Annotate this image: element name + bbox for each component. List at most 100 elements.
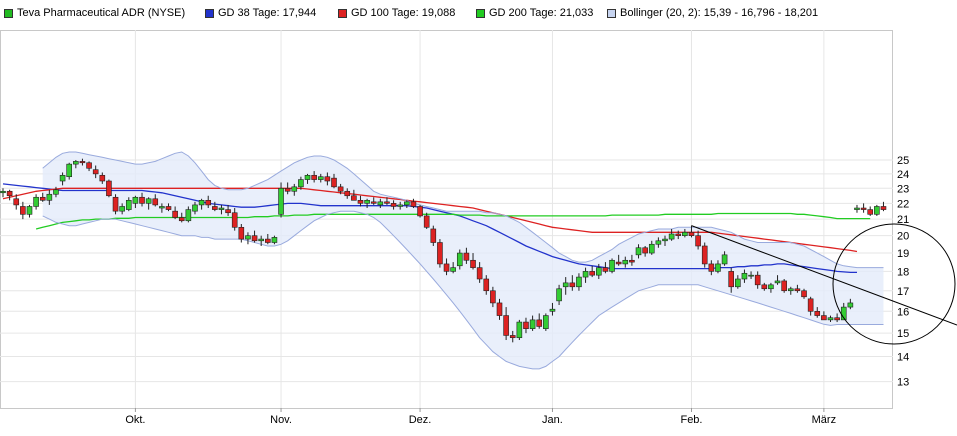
candle-body <box>642 247 648 254</box>
candle-body <box>821 315 827 321</box>
candle-body <box>324 176 331 182</box>
candle-body <box>701 245 708 265</box>
candle-body <box>238 227 245 240</box>
candle-body <box>569 282 576 288</box>
candle-body <box>682 231 688 236</box>
x-tick-label: Jan. <box>542 414 563 426</box>
candle-body <box>576 276 582 288</box>
candle-body <box>384 201 390 204</box>
candle-body <box>404 201 410 206</box>
candle-body <box>867 209 874 215</box>
candle-body <box>456 252 463 267</box>
legend-label-gd38: GD 38 Tage: 17,944 <box>218 7 317 19</box>
candle-body <box>509 335 516 339</box>
candle-body <box>695 235 701 247</box>
y-tick-label: 13 <box>897 377 909 389</box>
candle-body <box>145 198 152 204</box>
candle-body <box>92 169 99 175</box>
candle-body <box>370 201 377 204</box>
candle-body <box>159 206 165 209</box>
candle-body <box>595 267 602 276</box>
candle-body <box>351 195 357 201</box>
candle-body <box>854 207 860 210</box>
candle-body <box>503 315 509 336</box>
candle-body <box>357 200 364 204</box>
candle-body <box>801 290 807 298</box>
candle-body <box>794 288 801 292</box>
series-line-1 <box>2 187 858 253</box>
candle-body <box>629 259 635 263</box>
candle-body <box>582 271 589 278</box>
candle-body <box>258 238 264 242</box>
candle-body <box>231 212 238 228</box>
candle-body <box>397 204 404 207</box>
series-line-0 <box>2 183 857 274</box>
candle-body <box>523 321 529 329</box>
candle-body <box>66 163 72 178</box>
candle-body <box>741 272 748 280</box>
x-tick-label: März <box>812 414 836 426</box>
y-tick-label: 23 <box>897 183 909 195</box>
candle-body <box>874 206 880 215</box>
candle-body <box>185 209 192 222</box>
x-tick-label: Feb. <box>680 414 702 426</box>
candle-body <box>20 206 26 215</box>
candle-body <box>86 162 92 169</box>
legend-swatch-price <box>4 8 13 18</box>
candle-body <box>827 317 834 321</box>
y-tick-label: 19 <box>897 248 909 260</box>
y-tick-label: 15 <box>897 328 909 340</box>
candle-body <box>271 237 278 243</box>
candle-body <box>225 209 231 214</box>
legend-label-price: Teva Pharmaceutical ADR (NYSE) <box>17 7 186 19</box>
candle-body <box>516 321 523 339</box>
candle-body <box>139 196 145 204</box>
candle-body <box>291 186 298 192</box>
x-tick-label: Nov. <box>270 414 292 426</box>
candle-body <box>178 217 185 222</box>
series-line-3 <box>42 151 884 269</box>
candle-body <box>119 206 125 212</box>
candle-body <box>0 190 6 194</box>
legend-label-bollinger: Bollinger (20, 2): 15,39 - 16,796 - 18,2… <box>620 7 819 19</box>
candle-body <box>483 278 490 292</box>
candle-body <box>79 161 86 164</box>
candle-body <box>26 206 33 215</box>
candle-body <box>761 284 768 290</box>
candle-body <box>721 254 728 265</box>
candle-body <box>543 315 549 329</box>
candle-body <box>470 259 476 268</box>
y-tick-label: 18 <box>897 266 909 278</box>
candle-body <box>304 174 311 180</box>
candle-body <box>529 319 536 329</box>
candle-body <box>311 174 317 180</box>
candle-body <box>615 261 622 265</box>
candle-body <box>59 174 66 182</box>
candle-body <box>33 196 39 207</box>
candle-body <box>13 198 20 206</box>
candle-body <box>787 288 794 292</box>
candle-body <box>205 200 212 206</box>
candle-body <box>847 302 854 308</box>
candle-body <box>73 161 79 165</box>
candle-body <box>192 204 198 212</box>
candle-body <box>218 207 225 210</box>
candle-body <box>377 201 384 206</box>
candle-body <box>490 290 496 304</box>
candle-body <box>589 271 595 276</box>
candle-body <box>748 274 754 277</box>
candle-body <box>463 252 470 261</box>
candle-body <box>860 207 867 210</box>
y-tick-label: 25 <box>897 155 909 167</box>
x-tick-label: Okt. <box>125 414 145 426</box>
legend-item-price: Teva Pharmaceutical ADR (NYSE) <box>4 6 185 20</box>
candle-body <box>834 317 840 321</box>
legend: Teva Pharmaceutical ADR (NYSE) GD 38 Tag… <box>0 0 957 26</box>
candle-body <box>814 311 821 316</box>
legend-item-gd100: GD 100 Tage: 19,088 <box>338 6 455 20</box>
candle-body <box>264 238 271 243</box>
candle-body <box>165 206 172 210</box>
y-tick-label: 20 <box>897 231 909 243</box>
candle-body <box>768 284 774 290</box>
